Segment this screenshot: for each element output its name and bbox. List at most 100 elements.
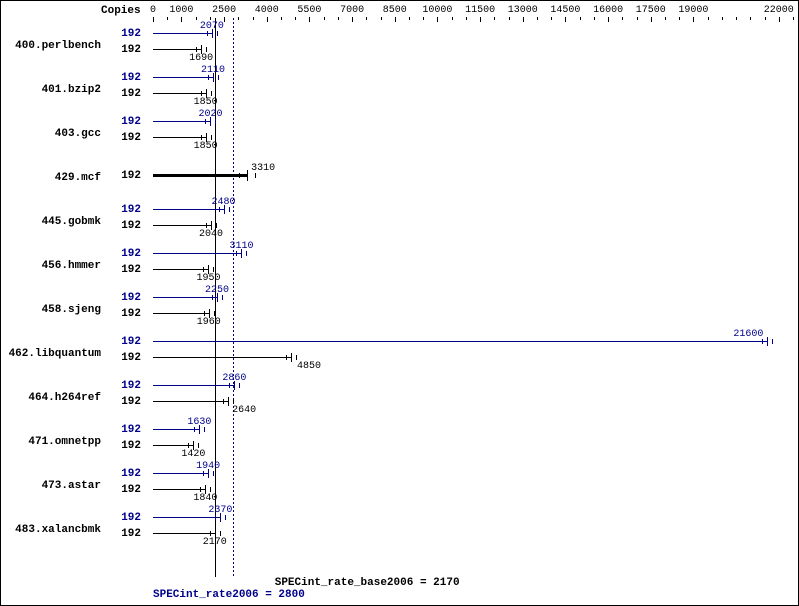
bar-base <box>153 533 215 534</box>
benchmark-name: 400.perlbench <box>1 40 101 52</box>
error-bar <box>229 207 230 212</box>
tick-label: 17500 <box>636 5 666 16</box>
tick-mark <box>352 17 353 22</box>
tick-minor <box>793 17 794 20</box>
benchmark-row: 458.sjeng19222501921960 <box>1 289 798 331</box>
tick-minor <box>637 17 638 20</box>
error-bar <box>204 427 205 432</box>
tick-mark <box>224 17 225 22</box>
value-label-peak: 1940 <box>196 461 220 472</box>
benchmark-row: 462.libquantum192216001924850 <box>1 333 798 375</box>
bar-peak <box>153 33 212 34</box>
value-label-peak: 2020 <box>198 109 222 120</box>
error-bar <box>239 173 240 178</box>
error-bar <box>204 311 205 316</box>
benchmark-name: 471.omnetpp <box>1 436 101 448</box>
bar-peak <box>153 517 220 518</box>
benchmark-name: 456.hmmer <box>1 260 101 272</box>
error-bar <box>286 355 287 360</box>
error-bar <box>222 295 223 300</box>
tick-label: 8500 <box>383 5 407 16</box>
copies-peak: 192 <box>111 468 141 480</box>
copies-peak: 192 <box>111 28 141 40</box>
copies-base: 192 <box>111 352 141 364</box>
value-label-base: 1960 <box>197 317 221 328</box>
footer-peak-label: SPECint_rate2006 = 2800 <box>153 589 305 601</box>
benchmark-row: 445.gobmk19224801922040 <box>1 201 798 243</box>
tick-mark <box>395 17 396 22</box>
error-bar <box>236 251 237 256</box>
benchmark-row: 456.hmmer19231101921950 <box>1 245 798 287</box>
spec-chart: Copies 010002500400055007000850010000115… <box>0 0 799 606</box>
copies-base: 192 <box>111 132 141 144</box>
error-bar <box>213 471 214 476</box>
bar-peak <box>153 121 210 122</box>
tick-minor <box>594 17 595 20</box>
benchmark-row: 400.perlbench19220701921690 <box>1 25 798 67</box>
tick-minor <box>580 17 581 20</box>
error-bar <box>213 267 214 272</box>
benchmark-row: 483.xalancbmk19223701922170 <box>1 509 798 551</box>
tick-mark <box>693 17 694 22</box>
bar-base <box>153 357 291 358</box>
bar-peak <box>153 429 199 430</box>
error-bar <box>206 223 207 228</box>
value-label-base: 1690 <box>189 53 213 64</box>
error-bar <box>205 119 206 124</box>
error-bar <box>772 339 773 344</box>
copies-peak: 192 <box>111 204 141 216</box>
tick-label: 16000 <box>593 5 623 16</box>
value-label-base: 2040 <box>199 229 223 240</box>
bar-base <box>153 445 193 446</box>
value-label-base: 2640 <box>232 405 256 416</box>
tick-minor <box>736 17 737 20</box>
error-bar <box>215 119 216 124</box>
bar-cap-base <box>228 397 229 406</box>
benchmark-row: 473.astar19219401921840 <box>1 465 798 507</box>
bar-peak <box>153 253 241 254</box>
tick-minor <box>238 17 239 20</box>
tick-label: 10000 <box>422 5 452 16</box>
error-bar <box>211 91 212 96</box>
value-label-peak: 3110 <box>229 241 253 252</box>
copies-peak: 192 <box>111 424 141 436</box>
tick-label: 7000 <box>340 5 364 16</box>
error-bar <box>188 443 189 448</box>
error-bar <box>194 427 195 432</box>
bar-peak <box>153 297 217 298</box>
error-bar <box>203 471 204 476</box>
bar-cap <box>247 170 248 181</box>
copies-header: Copies <box>101 5 141 17</box>
bar-peak <box>153 385 234 386</box>
footer-base-label: SPECint_rate_base2006 = 2170 <box>275 577 460 589</box>
tick-mark <box>779 17 780 22</box>
benchmark-name: 473.astar <box>1 480 101 492</box>
error-bar <box>210 531 211 536</box>
error-bar <box>246 251 247 256</box>
bar-base <box>153 269 208 270</box>
tick-minor <box>366 17 367 20</box>
tick-minor <box>708 17 709 20</box>
tick-label: 1000 <box>169 5 193 16</box>
copies-base: 192 <box>111 396 141 408</box>
error-bar <box>208 75 209 80</box>
copies-base: 192 <box>111 44 141 56</box>
tick-minor <box>210 17 211 20</box>
copies-peak: 192 <box>111 512 141 524</box>
benchmark-name: 483.xalancbmk <box>1 524 101 536</box>
copies-peak: 192 <box>111 248 141 260</box>
tick-minor <box>722 17 723 20</box>
error-bar <box>207 31 208 36</box>
tick-minor <box>551 17 552 20</box>
tick-minor <box>622 17 623 20</box>
tick-mark <box>523 17 524 22</box>
tick-label: 0 <box>150 5 156 16</box>
benchmark-name: 429.mcf <box>1 172 101 184</box>
error-bar <box>233 399 234 404</box>
bar-base <box>153 401 228 402</box>
benchmark-name: 403.gcc <box>1 128 101 140</box>
error-bar <box>296 355 297 360</box>
tick-mark <box>608 17 609 22</box>
value-label-peak: 2070 <box>200 21 224 32</box>
tick-minor <box>281 17 282 20</box>
